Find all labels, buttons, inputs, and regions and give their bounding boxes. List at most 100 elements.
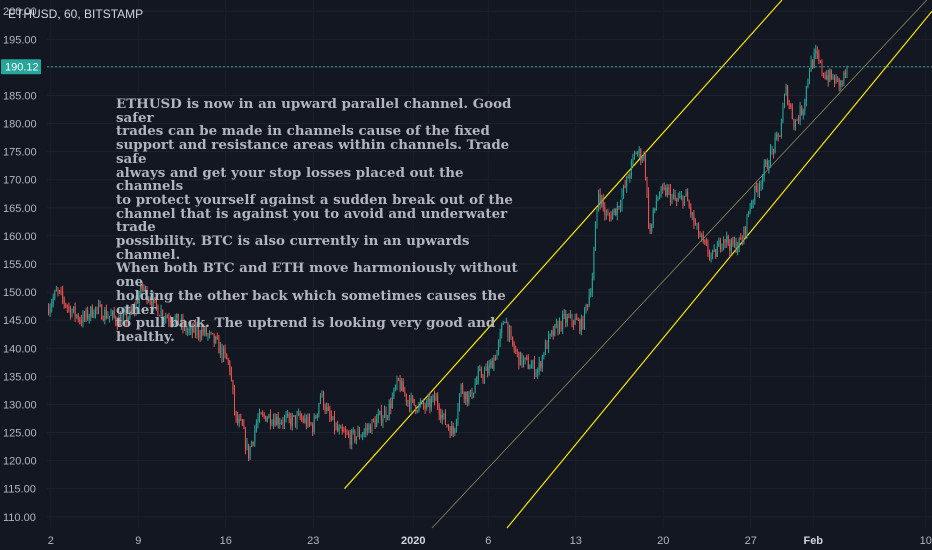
candle-body — [785, 86, 787, 95]
candle-body — [541, 355, 543, 369]
candle-body — [529, 368, 531, 370]
candle-body — [112, 311, 114, 315]
candle-body — [559, 321, 560, 333]
candle-body — [277, 416, 279, 424]
candle-body — [604, 206, 606, 215]
candle-body — [577, 319, 579, 321]
candle-body — [402, 381, 404, 392]
candle-body — [707, 244, 709, 254]
candle-body — [602, 198, 604, 207]
candle-body — [429, 398, 431, 408]
candle-body — [259, 412, 260, 420]
candle-body — [144, 287, 146, 289]
candle-body — [659, 196, 660, 198]
candle-body — [215, 336, 217, 343]
candle-body — [505, 321, 507, 323]
candle-body — [637, 152, 639, 155]
candle-body — [523, 359, 525, 366]
candle-body — [557, 323, 559, 333]
candle-body — [794, 120, 796, 127]
candle-body — [799, 106, 801, 121]
candle-body — [169, 321, 171, 323]
candle-body — [619, 205, 621, 208]
channel-lines — [344, 0, 932, 529]
candle-body — [518, 351, 520, 366]
candle-body — [357, 430, 359, 437]
candle-body — [468, 395, 470, 403]
price-tick-label: 155.00 — [3, 259, 37, 271]
candle-body — [363, 431, 365, 435]
candle-body — [493, 357, 495, 369]
candle-body — [588, 294, 590, 306]
candle-body — [334, 416, 335, 429]
candle-body — [388, 403, 390, 417]
candle-body — [96, 307, 98, 309]
candle-body — [212, 332, 214, 334]
candle-body — [777, 134, 779, 136]
candle-body — [393, 388, 395, 397]
candle-body — [315, 417, 317, 419]
candle-body — [649, 226, 651, 232]
candle-body — [827, 75, 829, 82]
candle-body — [246, 443, 248, 449]
candle-body — [623, 185, 625, 195]
candle-body — [643, 154, 645, 160]
candle-body — [91, 306, 93, 318]
candle-body — [85, 310, 87, 318]
candle-body — [171, 322, 173, 325]
time-tick-label: 20 — [657, 535, 669, 547]
time-axis[interactable]: 2 9 16 23 2020 6 13 20 27 Feb 10 — [0, 529, 932, 550]
candle-body — [746, 214, 748, 234]
candle-body — [776, 134, 778, 138]
price-axis[interactable]: 200.00195.00190.00185.00180.00175.00170.… — [0, 0, 43, 550]
candle-body — [469, 389, 471, 396]
candle-body — [465, 391, 467, 400]
candle-body — [318, 403, 320, 414]
candle-body — [560, 321, 562, 330]
candle-body — [263, 414, 265, 417]
candle-body — [71, 311, 73, 317]
candle-body — [549, 333, 551, 336]
candle-body — [437, 396, 439, 407]
candle-body — [151, 302, 153, 308]
candle-body — [288, 414, 290, 418]
candle-body — [727, 236, 729, 244]
candle-body — [68, 307, 70, 309]
candle-body — [815, 50, 817, 54]
candle-body — [49, 307, 51, 314]
candle-body — [130, 309, 132, 314]
price-tick-label: 160.00 — [3, 231, 37, 243]
candle-body — [304, 418, 306, 422]
candle-body — [368, 425, 370, 430]
candle-body — [54, 291, 56, 298]
candle-body — [60, 290, 62, 292]
candle-body — [265, 416, 267, 422]
candle-body — [238, 419, 240, 423]
price-axis-background — [0, 0, 43, 550]
time-tick-label: 2020 — [401, 535, 425, 547]
candle-body — [538, 362, 540, 371]
candle-body — [629, 175, 631, 179]
candle-body — [496, 350, 498, 360]
candle-body — [713, 249, 715, 251]
candle-body — [532, 361, 534, 366]
candle-body — [810, 60, 812, 72]
candle-body — [162, 310, 164, 320]
candle-body — [427, 398, 429, 402]
candle-body — [765, 161, 767, 165]
candle-body — [105, 310, 107, 319]
candle-body — [301, 417, 303, 419]
candle-body — [48, 308, 50, 314]
candle-body — [516, 350, 518, 352]
candle-body — [743, 227, 745, 243]
candle-body — [702, 235, 704, 241]
candle-body — [618, 206, 620, 208]
candle-body — [841, 81, 843, 83]
candle-body — [73, 306, 75, 312]
candle-body — [565, 314, 567, 323]
candle-body — [305, 418, 307, 426]
candle-body — [582, 318, 584, 329]
candle-body — [219, 345, 221, 354]
candle-body — [338, 428, 340, 431]
